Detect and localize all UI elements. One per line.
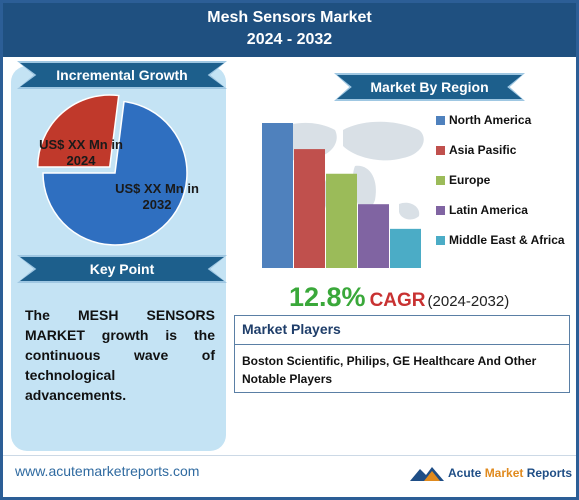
legend-label: Middle East & Africa	[449, 233, 565, 247]
legend-item: Europe	[436, 173, 490, 187]
legend-item: North America	[436, 113, 531, 127]
legend-label: Europe	[449, 173, 491, 187]
bar-middle-east-africa	[390, 228, 421, 268]
cagr-label: CAGR	[369, 290, 426, 311]
legend-swatch	[436, 175, 445, 185]
cagr-value: 12.8%	[289, 282, 366, 312]
divider	[235, 344, 569, 345]
market-players-box: Market Players Boston Scientific, Philip…	[234, 315, 570, 393]
brand-name-part3: Reports	[526, 466, 573, 480]
legend-swatch	[436, 235, 445, 245]
incremental-growth-ribbon: Incremental Growth	[20, 63, 224, 87]
incremental-growth-pie	[36, 94, 188, 246]
key-point-text: The MESH SENSORS MARKET growth is the co…	[25, 307, 215, 403]
brand-logo: Acute Market Reports	[410, 465, 572, 481]
legend-item: Middle East & Africa	[436, 233, 565, 247]
website-link[interactable]: www.acutemarketreports.com	[15, 463, 200, 479]
bar-asia-pasific	[294, 149, 325, 268]
pie-label-2032: US$ XX Mn in 2032	[115, 181, 199, 212]
market-by-region-ribbon: Market By Region	[337, 75, 522, 99]
legend-swatch	[436, 205, 445, 215]
header-banner: Mesh Sensors Market 2024 - 2032	[3, 3, 576, 57]
page-subtitle-years: 2024 - 2032	[246, 31, 333, 48]
legend-label: North America	[449, 113, 532, 127]
brand-name-part1: Acute	[448, 466, 482, 480]
market-players-text: Boston Scientific, Philips, GE Healthcar…	[242, 354, 537, 386]
legend-item: Asia Pasific	[436, 143, 516, 157]
legend-item: Latin America	[436, 203, 528, 217]
cagr-line: 12.8% CAGR (2024-2032)	[289, 282, 509, 313]
legend-label: Asia Pasific	[449, 143, 517, 157]
market-players-title: Market Players	[242, 321, 341, 337]
pie-slice-2024	[36, 94, 120, 168]
pie-slice-2032	[42, 100, 188, 246]
brand-name-part2: Market	[484, 466, 524, 480]
key-point-ribbon: Key Point	[20, 257, 224, 281]
region-bar-chart	[262, 121, 424, 268]
page-title: Mesh Sensors Market	[207, 9, 372, 26]
bar-north-america	[262, 123, 293, 268]
pie-label-2024: US$ XX Mn in 2024	[39, 137, 123, 168]
mountain-logo-icon	[410, 467, 444, 481]
legend-swatch	[436, 145, 445, 155]
legend-swatch	[436, 115, 445, 125]
footer-divider	[3, 455, 576, 456]
cagr-period: (2024-2032)	[427, 293, 510, 310]
bar-europe	[326, 173, 357, 268]
brand-name: Acute Market Reports	[448, 466, 572, 480]
bar-latin-america	[358, 204, 389, 268]
legend-label: Latin America	[449, 203, 528, 217]
